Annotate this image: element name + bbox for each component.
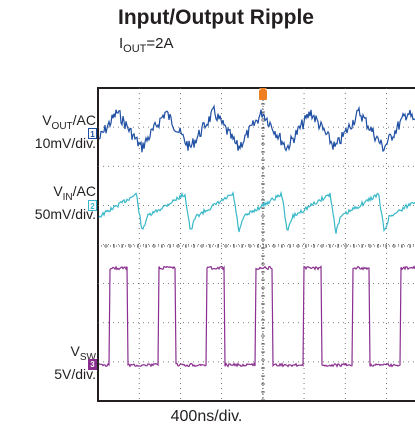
chart-subtitle: IOUT=2A <box>119 35 174 55</box>
trigger-marker <box>259 90 267 100</box>
x-axis-label: 400ns/div. <box>170 408 243 425</box>
channel-2-trace <box>98 190 415 234</box>
channel-2-label: VIN/AC 50mV/div. <box>34 183 96 222</box>
channel-3-marker: 3 <box>88 359 97 370</box>
plot-frame <box>97 87 415 402</box>
channel-3-scale: 5V/div. <box>54 365 96 382</box>
channel-3-trace <box>98 265 415 368</box>
channel-1-marker: 1 <box>88 128 97 139</box>
channel-2-marker: 2 <box>88 200 97 211</box>
channel-2-scale: 50mV/div. <box>34 205 96 222</box>
trigger-arrow <box>259 88 267 92</box>
channel-1-label: VOUT/AC 10mV/div. <box>34 112 96 151</box>
channel-1-scale: 10mV/div. <box>34 134 96 151</box>
chart-title: Input/Output Ripple <box>118 6 314 29</box>
channel-1-trace <box>98 104 415 153</box>
channel-3-label: VSW 5V/div. <box>54 343 96 382</box>
